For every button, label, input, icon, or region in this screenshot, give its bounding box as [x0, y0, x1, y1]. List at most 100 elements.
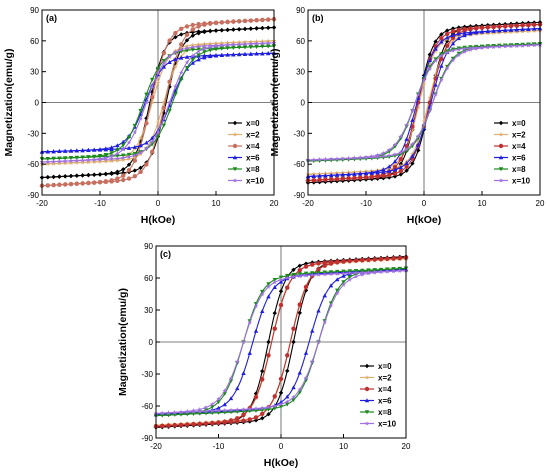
data-point [247, 350, 252, 355]
data-point [172, 423, 177, 428]
legend-label: x=4 [378, 385, 392, 394]
data-point [468, 30, 473, 35]
data-point [97, 147, 103, 152]
data-point [473, 45, 479, 50]
data-point [173, 49, 178, 55]
data-point [260, 17, 265, 23]
data-point [485, 29, 490, 33]
data-point [173, 92, 178, 97]
data-point [68, 160, 74, 165]
y-tick-label: -90 [293, 191, 305, 200]
data-point [242, 51, 248, 56]
data-point [179, 77, 184, 82]
data-point [317, 157, 322, 162]
data-point [155, 134, 161, 139]
data-point [311, 157, 317, 162]
data-point [132, 144, 137, 149]
data-point [234, 407, 240, 412]
legend-swatch-marker [364, 410, 370, 415]
data-point [421, 122, 427, 127]
data-point [237, 27, 242, 32]
data-point [62, 182, 68, 187]
data-point [109, 151, 114, 156]
data-point [197, 409, 203, 414]
data-point [391, 256, 396, 261]
data-point [197, 421, 202, 427]
data-point [514, 29, 520, 34]
data-point [310, 361, 315, 366]
data-point [51, 182, 56, 188]
data-point [415, 104, 421, 110]
data-point [272, 310, 277, 316]
data-point [491, 44, 496, 49]
data-point [334, 290, 340, 296]
data-point [404, 168, 409, 173]
data-point [222, 419, 227, 424]
legend-entry: x=4 [360, 385, 392, 394]
data-point [427, 66, 433, 71]
data-point [387, 172, 392, 178]
data-point [450, 48, 456, 53]
data-point [103, 152, 108, 157]
data-point [291, 394, 296, 400]
data-point [433, 72, 438, 78]
data-point [439, 39, 444, 44]
data-point [433, 48, 438, 54]
data-point [439, 77, 444, 82]
x-tick-label: 10 [339, 442, 348, 451]
data-point [185, 422, 190, 427]
data-point [103, 179, 109, 184]
data-point [126, 135, 132, 140]
data-point [366, 269, 371, 275]
data-point [91, 159, 97, 164]
data-point [334, 156, 340, 161]
data-point [184, 45, 190, 51]
data-point [184, 408, 190, 414]
legend-entry: x=2 [494, 131, 526, 140]
series-x=8 [39, 44, 277, 162]
x-axis-label: H(kOe) [407, 214, 441, 226]
data-point [526, 42, 531, 48]
data-point [144, 121, 149, 126]
data-point [450, 33, 456, 38]
data-point [285, 402, 290, 407]
data-point [334, 172, 340, 177]
data-point [334, 176, 340, 182]
data-point [462, 49, 467, 54]
data-point [253, 394, 259, 400]
data-point [385, 256, 390, 261]
data-point [74, 148, 79, 153]
data-point [468, 26, 473, 31]
data-point [184, 32, 190, 38]
data-point [225, 42, 230, 47]
data-point [209, 401, 215, 407]
legend-swatch-marker [232, 167, 238, 172]
data-point [497, 28, 502, 33]
data-point [248, 45, 253, 50]
data-point [196, 49, 201, 54]
data-point [526, 28, 531, 34]
data-point [241, 339, 246, 344]
x-tick-label: 20 [536, 199, 545, 208]
data-point [491, 28, 496, 33]
x-tick-label: 10 [212, 199, 221, 208]
data-point [450, 38, 456, 43]
data-point [173, 83, 178, 89]
legend-entry: x=10 [360, 420, 397, 429]
data-point [323, 177, 328, 182]
data-point [260, 411, 265, 416]
legend-label: x=4 [512, 142, 526, 151]
data-point [311, 171, 317, 177]
data-point [237, 19, 242, 24]
data-point [103, 146, 108, 151]
data-point [410, 141, 415, 147]
data-point [266, 353, 271, 358]
data-point [462, 26, 467, 32]
legend-entry: x=2 [228, 131, 260, 140]
data-point [291, 267, 296, 272]
data-point [253, 328, 259, 333]
data-point [45, 149, 50, 154]
data-point [68, 181, 74, 187]
data-point [375, 173, 380, 178]
